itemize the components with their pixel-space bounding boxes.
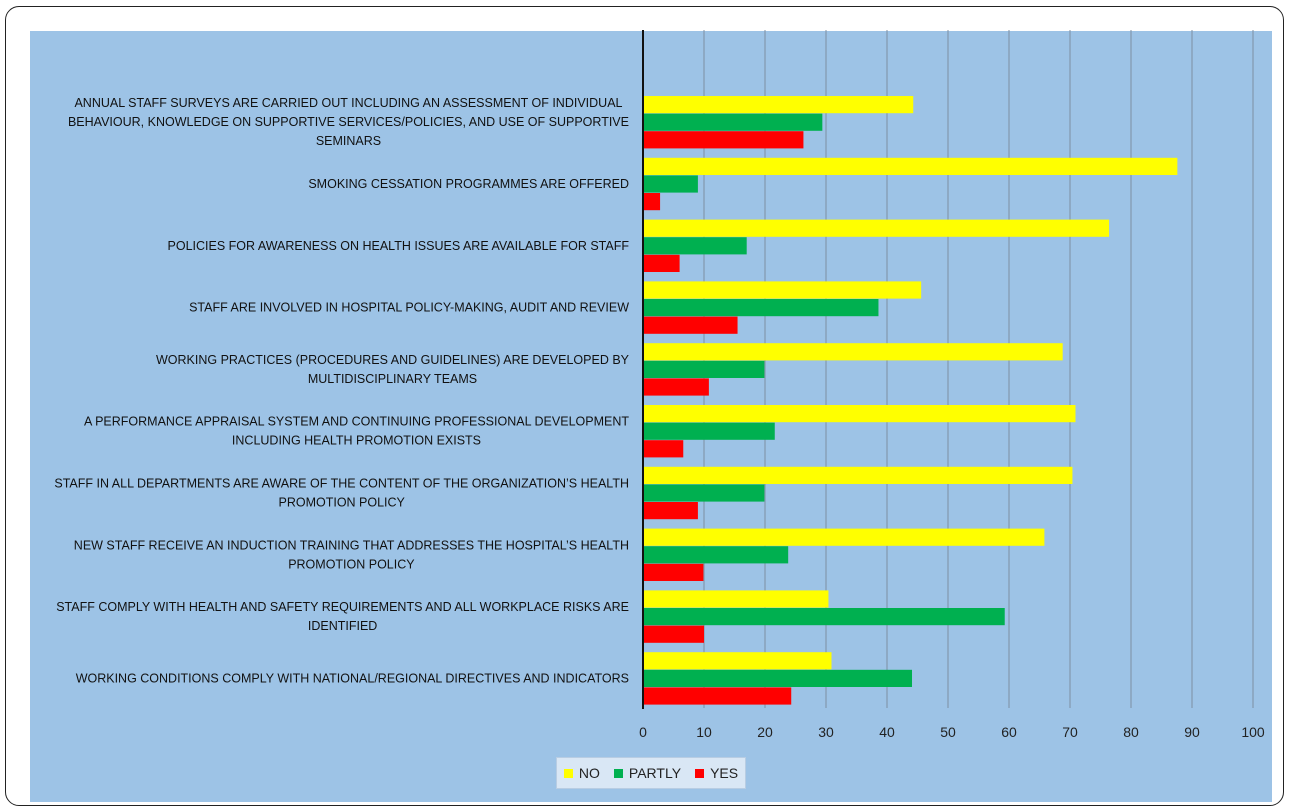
bar-no	[643, 96, 914, 114]
category-label-line: STAFF IN ALL DEPARTMENTS ARE AWARE OF TH…	[54, 477, 629, 491]
category-label: NEW STAFF RECEIVE AN INDUCTION TRAINING …	[74, 538, 629, 571]
x-tick-label: 70	[1062, 724, 1078, 740]
bar-no	[643, 590, 829, 608]
category-label: STAFF ARE INVOLVED IN HOSPITAL POLICY-MA…	[189, 301, 629, 315]
bar-no	[643, 466, 1073, 484]
x-tick-label: 10	[696, 724, 712, 740]
category-label-line: PROMOTION POLICY	[288, 557, 415, 571]
x-tick-label: 50	[940, 724, 956, 740]
category-label-line: IDENTIFIED	[308, 619, 377, 633]
category-label-line: A PERFORMANCE APPRAISAL SYSTEM AND CONTI…	[84, 415, 629, 429]
bar-partly	[643, 299, 879, 317]
category-label: WORKING PRACTICES (PROCEDURES AND GUIDEL…	[156, 353, 630, 386]
category-label: SMOKING CESSATION PROGRAMMES ARE OFFERED	[308, 177, 629, 191]
category-label-line: PROMOTION POLICY	[278, 496, 405, 510]
category-label-line: MULTIDISCIPLINARY TEAMS	[308, 372, 477, 386]
bar-partly	[643, 546, 789, 564]
bar-yes	[643, 687, 792, 705]
x-tick-label: 100	[1241, 724, 1265, 740]
bar-yes	[643, 440, 684, 458]
legend-label-yes: YES	[710, 765, 739, 781]
bar-partly	[643, 113, 823, 131]
x-tick-label: 20	[757, 724, 773, 740]
bar-partly	[643, 175, 698, 193]
bar-yes	[643, 316, 738, 334]
legend-item-yes: YES	[695, 765, 738, 781]
legend: NO PARTLY YES	[556, 757, 746, 789]
bar-partly	[643, 669, 913, 687]
category-label: POLICIES FOR AWARENESS ON HEALTH ISSUES …	[168, 239, 630, 253]
category-label-line: BEHAVIOUR, KNOWLEDGE ON SUPPORTIVE SERVI…	[68, 115, 629, 129]
category-label-line: POLICIES FOR AWARENESS ON HEALTH ISSUES …	[168, 239, 630, 253]
bar-yes	[643, 193, 661, 211]
bar-no	[643, 405, 1076, 423]
x-tick-label: 0	[639, 724, 647, 740]
bar-no	[643, 219, 1110, 237]
bar-partly	[643, 360, 765, 378]
bar-no	[643, 528, 1045, 546]
legend-swatch-no	[563, 768, 573, 778]
category-label-line: NEW STAFF RECEIVE AN INDUCTION TRAINING …	[74, 538, 629, 552]
x-tick-label: 80	[1123, 724, 1139, 740]
bar-yes	[643, 254, 680, 272]
bar-yes	[643, 378, 709, 396]
bar-yes	[643, 502, 698, 520]
category-label: ANNUAL STAFF SURVEYS ARE CARRIED OUT INC…	[68, 96, 629, 148]
legend-label-partly: PARTLY	[628, 765, 682, 781]
category-label-line: SMOKING CESSATION PROGRAMMES ARE OFFERED	[308, 177, 629, 191]
bar-yes	[643, 563, 704, 581]
legend-swatch-partly	[613, 768, 623, 778]
legend-item-partly: PARTLY	[613, 765, 682, 781]
category-label: STAFF COMPLY WITH HEALTH AND SAFETY REQU…	[56, 600, 629, 633]
legend-swatch-yes	[695, 768, 705, 778]
category-label: WORKING CONDITIONS COMPLY WITH NATIONAL/…	[76, 671, 629, 685]
bar-partly	[643, 422, 775, 440]
bar-no	[643, 343, 1063, 361]
x-tick-label: 60	[1001, 724, 1017, 740]
category-label-line: SEMINARS	[316, 134, 381, 148]
x-tick-label: 90	[1184, 724, 1200, 740]
x-tick-label: 30	[818, 724, 834, 740]
category-label-line: WORKING PRACTICES (PROCEDURES AND GUIDEL…	[156, 353, 630, 367]
x-tick-label: 40	[879, 724, 895, 740]
category-label-line: STAFF ARE INVOLVED IN HOSPITAL POLICY-MA…	[189, 301, 629, 315]
bar-partly	[643, 608, 1005, 626]
bar-no	[643, 157, 1178, 175]
category-label-line: ANNUAL STAFF SURVEYS ARE CARRIED OUT INC…	[74, 96, 622, 110]
category-label: A PERFORMANCE APPRAISAL SYSTEM AND CONTI…	[84, 415, 629, 448]
bar-partly	[643, 237, 747, 255]
legend-label-no: NO	[578, 765, 600, 781]
category-label: STAFF IN ALL DEPARTMENTS ARE AWARE OF TH…	[54, 477, 629, 510]
category-label-line: INCLUDING HEALTH PROMOTION EXISTS	[232, 434, 481, 448]
bar-yes	[643, 131, 804, 149]
legend-item-no: NO	[563, 765, 600, 781]
category-label-line: WORKING CONDITIONS COMPLY WITH NATIONAL/…	[76, 671, 629, 685]
bar-no	[643, 281, 922, 299]
category-label-line: STAFF COMPLY WITH HEALTH AND SAFETY REQU…	[56, 600, 629, 614]
bar-yes	[643, 625, 704, 643]
bar-partly	[643, 484, 765, 502]
bar-no	[643, 652, 832, 670]
